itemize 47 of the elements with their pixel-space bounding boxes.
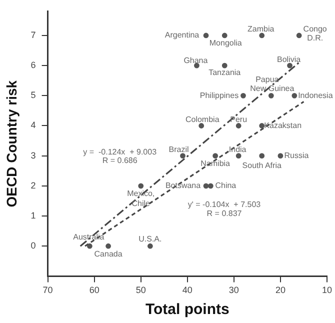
x-tick-label: 60: [89, 285, 100, 296]
annotation: Bolivia: [276, 54, 302, 64]
annotation: Russia: [284, 151, 310, 160]
annotation: Brazil: [168, 145, 189, 154]
annotation: R = 0.686: [102, 156, 138, 166]
annotation: Peru: [230, 114, 248, 124]
annotation: U.S.A.: [138, 234, 162, 244]
x-axis-title: Total points: [145, 301, 230, 318]
x-tick-label: 20: [275, 285, 286, 296]
annotation: South Afria: [242, 161, 282, 170]
x-tick-label: 10: [322, 285, 332, 296]
annotation: R = 0.837: [206, 208, 242, 218]
annotation: Namibia: [200, 159, 231, 168]
x-tick-label: 50: [136, 285, 146, 296]
x-tick-label: 40: [182, 285, 192, 296]
y-tick-label: 2: [30, 180, 36, 190]
annotation: India: [228, 145, 247, 154]
y-tick-label: 6: [30, 60, 36, 70]
annotation: Ghana: [184, 56, 208, 65]
y-axis-title: OECD Country risk: [3, 80, 20, 208]
annotation: Kazakstan: [264, 120, 302, 130]
annotation: Mexico,: [127, 189, 155, 198]
x-tick-label: 30: [228, 285, 239, 296]
y-tick-label: 0: [30, 240, 36, 251]
annotation: Chile: [132, 199, 151, 208]
annotation: Congo: [303, 24, 328, 34]
y-tick-label: 5: [30, 90, 36, 100]
annotation: D.R.: [307, 34, 324, 43]
annotation: Colombia: [185, 114, 220, 124]
y-tick-label: 4: [30, 120, 36, 130]
annotation: Tanzania: [208, 68, 242, 77]
y-tick-label: 1: [30, 210, 36, 221]
y-tick-label: 7: [30, 30, 36, 40]
annotation: China: [215, 181, 237, 190]
annotation: Botswana: [165, 181, 202, 190]
annotation: Philippines: [200, 90, 239, 100]
annotation: y = -0.124x + 9.003: [83, 147, 158, 156]
annotation: Papua: [256, 74, 280, 84]
annotation: Zambia: [248, 24, 275, 34]
annotation: New Guinea: [250, 84, 295, 93]
y-tick-label: 3: [30, 150, 36, 160]
annotation: Mongolia: [209, 38, 242, 48]
annotation: y' = -0.104x + 7.503: [188, 200, 262, 209]
x-tick-label: 70: [42, 285, 53, 296]
annotation: Canada: [94, 249, 123, 258]
annotation: Indonesia: [298, 90, 334, 100]
annotation: Argentina: [164, 30, 200, 40]
